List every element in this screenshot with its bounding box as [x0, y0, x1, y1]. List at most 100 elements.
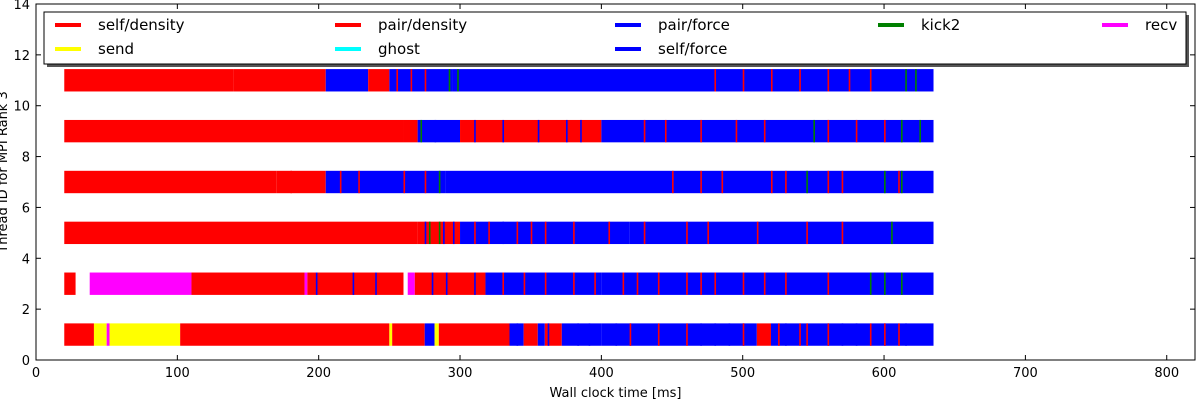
task-bar [601, 119, 934, 143]
y-tick-label: 10 [13, 100, 30, 115]
task-marker [580, 119, 582, 143]
task-marker [488, 221, 490, 245]
task-marker [714, 272, 717, 295]
y-tick-label: 4 [22, 252, 30, 267]
task-bar [392, 323, 425, 346]
task-marker [763, 119, 766, 143]
task-marker [735, 119, 738, 143]
task-marker [700, 323, 702, 346]
task-marker [742, 323, 745, 346]
y-tick-label: 0 [22, 354, 30, 369]
task-marker [537, 119, 540, 143]
task-marker [806, 170, 808, 194]
task-bar [64, 221, 418, 245]
legend-label: ghost [378, 40, 420, 58]
x-tick-label: 0 [32, 366, 40, 381]
task-marker [622, 272, 625, 295]
task-marker [905, 69, 907, 92]
task-marker [905, 323, 907, 346]
task-marker [841, 323, 844, 346]
task-marker [657, 272, 660, 295]
task-marker [643, 119, 646, 143]
y-axis: 0 2 4 6 8 10 12 14 [13, 0, 1195, 369]
task-marker [420, 119, 423, 143]
task-bar [434, 323, 439, 346]
x-tick-label: 700 [1013, 366, 1038, 381]
task-marker [502, 119, 505, 143]
task-marker [827, 272, 830, 295]
task-marker [290, 170, 293, 194]
legend-box [43, 11, 1187, 65]
legend-label: self/density [98, 16, 185, 34]
legend-label: pair/density [378, 16, 467, 34]
task-bar [307, 272, 404, 295]
task-marker [901, 119, 903, 143]
task-marker [428, 221, 431, 245]
task-marker [827, 323, 830, 346]
x-tick-label: 600 [872, 366, 897, 381]
task-marker [686, 272, 688, 295]
task-marker [474, 272, 476, 295]
y-tick-label: 14 [13, 0, 30, 13]
task-marker [664, 119, 667, 143]
task-marker [756, 221, 759, 245]
task-marker [742, 69, 745, 92]
legend-label: self/force [658, 40, 727, 58]
task-marker [410, 69, 413, 92]
task-marker [474, 221, 476, 245]
task-marker [901, 272, 903, 295]
task-marker [573, 272, 575, 295]
task-marker [785, 272, 787, 295]
task-marker [516, 221, 519, 245]
task-marker [457, 69, 459, 92]
task-marker [615, 323, 618, 346]
task-bar [191, 272, 305, 295]
task-bar [523, 323, 538, 346]
task-bar [64, 69, 234, 92]
task-bar [64, 272, 76, 295]
task-marker [657, 323, 660, 346]
task-bar [485, 272, 602, 295]
task-bar [561, 323, 602, 346]
task-marker [806, 221, 808, 245]
task-bar [629, 221, 934, 245]
task-marker [707, 221, 709, 245]
task-marker [474, 119, 476, 143]
legend-label: send [98, 40, 134, 58]
task-bar [770, 323, 934, 346]
task-bar [109, 323, 181, 346]
task-marker [813, 119, 815, 143]
task-marker [785, 170, 787, 194]
task-bar [407, 272, 415, 295]
task-marker [869, 272, 872, 295]
task-marker [686, 323, 688, 346]
task-marker [594, 272, 596, 295]
task-bar [756, 323, 771, 346]
task-bar [601, 272, 934, 295]
task-marker [315, 272, 318, 295]
task-marker [502, 221, 505, 245]
y-tick-label: 6 [22, 201, 30, 216]
task-marker [629, 323, 632, 346]
task-marker [530, 221, 533, 245]
task-bar [276, 170, 326, 194]
task-marker [445, 272, 448, 295]
task-marker [827, 119, 830, 143]
task-marker [396, 69, 399, 92]
task-bar [537, 323, 545, 346]
task-bar [325, 69, 369, 92]
legend-label: kick2 [921, 16, 960, 34]
y-axis-title: Thread ID for MPI Rank 3 [0, 91, 11, 253]
task-marker [438, 170, 441, 194]
task-marker [848, 69, 851, 92]
task-marker [700, 170, 702, 194]
plot-frame [35, 3, 1196, 361]
task-marker [573, 221, 575, 245]
task-marker [884, 323, 886, 346]
task-marker [636, 272, 639, 295]
task-marker [643, 221, 646, 245]
task-marker [352, 272, 355, 295]
task-marker [431, 272, 434, 295]
y-tick-label: 8 [22, 151, 30, 166]
